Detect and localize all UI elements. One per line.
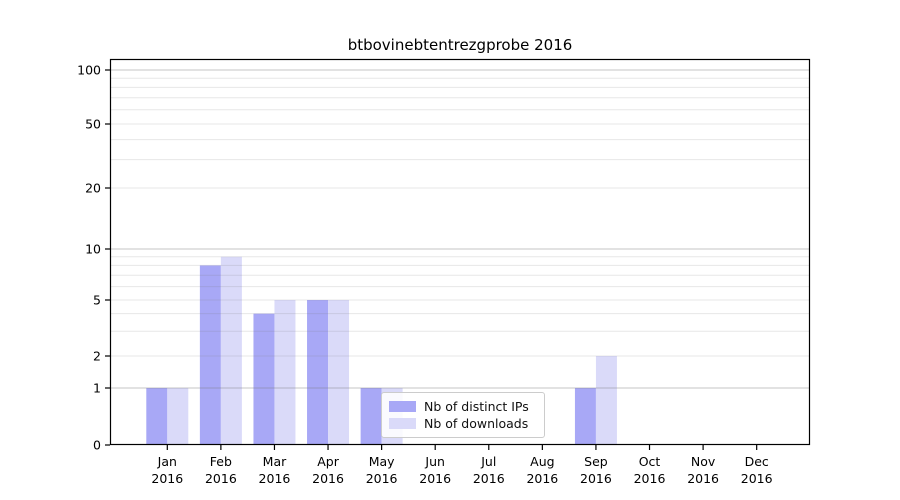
y-tick-label: 2 xyxy=(93,349,101,364)
x-tick-label-month: Apr xyxy=(317,454,339,469)
bar xyxy=(360,388,382,445)
x-tick-label-year: 2016 xyxy=(634,471,666,486)
bar xyxy=(146,388,168,445)
x-tick-label-year: 2016 xyxy=(687,471,719,486)
bars-downloads xyxy=(167,256,617,445)
y-tick-label: 0 xyxy=(93,438,101,453)
x-tick-label-month: Feb xyxy=(210,454,232,469)
y-tick-label: 1 xyxy=(93,381,101,396)
legend-item-distinct-ips: Nb of distinct IPs xyxy=(389,398,536,415)
legend-label-downloads: Nb of downloads xyxy=(424,416,529,431)
bars xyxy=(146,256,617,445)
bar xyxy=(574,388,596,445)
x-tick-label-year: 2016 xyxy=(741,471,773,486)
x-tick-label-month: Jan xyxy=(157,454,177,469)
x-tick-label-year: 2016 xyxy=(312,471,344,486)
x-tick-label-year: 2016 xyxy=(259,471,291,486)
x-tick-label-month: Mar xyxy=(263,454,287,469)
x-tick-label-month: Oct xyxy=(639,454,661,469)
bar xyxy=(328,300,350,445)
bar xyxy=(199,265,221,445)
distinct-ips-swatch-icon xyxy=(389,401,416,412)
x-tick-label-year: 2016 xyxy=(151,471,183,486)
bars-distinct-ips xyxy=(146,265,596,445)
bar xyxy=(167,388,189,445)
y-tick-label: 20 xyxy=(85,181,101,196)
bar xyxy=(220,256,242,445)
x-tick-label-year: 2016 xyxy=(526,471,558,486)
x-tick-label-year: 2016 xyxy=(205,471,237,486)
x-tick-label-month: Sep xyxy=(584,454,608,469)
bar xyxy=(253,313,275,445)
y-tick-label: 50 xyxy=(85,117,101,132)
x-tick-label-month: Jun xyxy=(424,454,445,469)
x-tick-label-year: 2016 xyxy=(473,471,505,486)
y-tick-label: 100 xyxy=(77,63,101,78)
legend-label-distinct-ips: Nb of distinct IPs xyxy=(424,399,529,414)
x-tick-label-month: May xyxy=(369,454,395,469)
chart-title: btbovinebtentrezgprobe 2016 xyxy=(347,36,573,54)
minor-gridlines xyxy=(111,77,809,357)
major-gridlines xyxy=(111,69,809,389)
plot-frame xyxy=(109,58,811,446)
x-tick-label-month: Nov xyxy=(691,454,716,469)
x-tick-label-month: Dec xyxy=(745,454,769,469)
x-tick-label-month: Aug xyxy=(530,454,554,469)
y-tick-label: 10 xyxy=(85,242,101,257)
legend-item-downloads: Nb of downloads xyxy=(389,415,536,432)
x-tick-label-year: 2016 xyxy=(580,471,612,486)
x-tick-label-year: 2016 xyxy=(366,471,398,486)
x-axis: Jan 2016 Feb 2016 Mar 2016 Apr 2016 May 2016 Jun 20… xyxy=(151,445,773,486)
bar xyxy=(307,300,329,445)
downloads-swatch-icon xyxy=(389,418,416,429)
legend: Nb of distinct IPs Nb of downloads xyxy=(381,392,545,438)
bar xyxy=(595,356,617,445)
y-tick-label: 5 xyxy=(93,293,101,308)
bar xyxy=(274,300,296,445)
x-tick-label-year: 2016 xyxy=(419,471,451,486)
x-tick-label-month: Jul xyxy=(480,454,496,469)
y-axis: 0 1 2 5 10 20 50 100 xyxy=(77,63,110,453)
